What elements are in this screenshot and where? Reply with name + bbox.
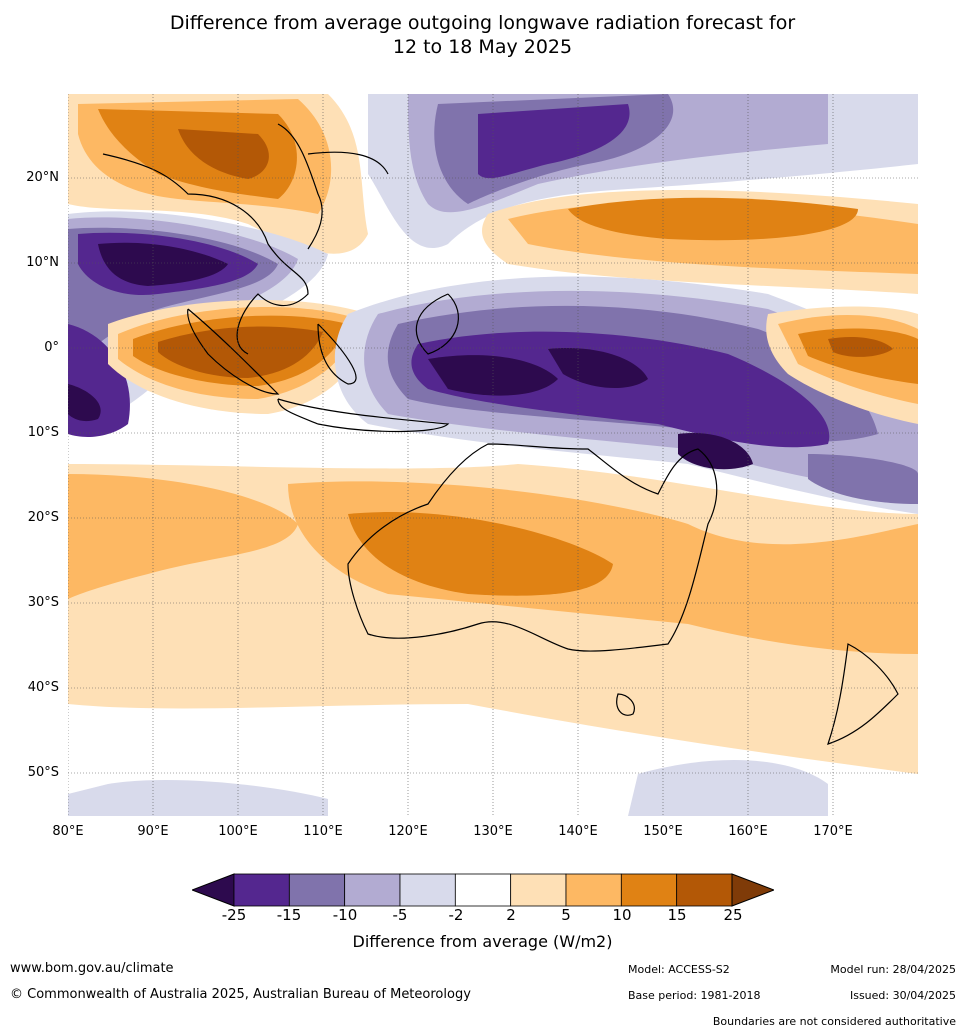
footer-base-period: Base period: 1981-2018 bbox=[628, 989, 761, 1002]
title-line-1: Difference from average outgoing longwav… bbox=[169, 12, 796, 34]
colorbar-tick: -15 bbox=[276, 906, 302, 924]
title-line-2: 12 to 18 May 2025 bbox=[392, 36, 573, 58]
footer-model: Model: ACCESS-S2 bbox=[628, 963, 730, 976]
footer-url: www.bom.gov.au/climate bbox=[10, 961, 174, 976]
lat-label-0: 0° bbox=[44, 340, 59, 355]
colorbar-title: Difference from average (W/m2) bbox=[352, 932, 613, 951]
lat-label-30s: 30°S bbox=[27, 595, 59, 610]
colorbar-bin bbox=[288, 873, 346, 907]
lon-label-160e: 160°E bbox=[728, 824, 768, 839]
lon-label-110e: 110°E bbox=[303, 824, 343, 839]
colorbar-extend-low bbox=[190, 873, 235, 907]
colorbar-bin bbox=[510, 873, 567, 907]
colorbar-tick: 5 bbox=[561, 906, 571, 924]
lon-label-100e: 100°E bbox=[218, 824, 258, 839]
lat-label-10s: 10°S bbox=[27, 425, 59, 440]
lon-label-90e: 90°E bbox=[137, 824, 169, 839]
footer-model-run: Model run: 28/04/2025 bbox=[830, 963, 956, 976]
lon-label-140e: 140°E bbox=[558, 824, 598, 839]
colorbar bbox=[190, 873, 776, 907]
lon-label-120e: 120°E bbox=[388, 824, 428, 839]
lat-label-10n: 10°N bbox=[26, 255, 59, 270]
lon-label-170e: 170°E bbox=[813, 824, 853, 839]
graticule bbox=[68, 94, 918, 816]
footer-issued: Issued: 30/04/2025 bbox=[849, 989, 956, 1002]
colorbar-bin bbox=[454, 873, 512, 907]
colorbar-tick: 2 bbox=[506, 906, 516, 924]
colorbar-bin bbox=[565, 873, 622, 907]
colorbar-tick: -25 bbox=[221, 906, 247, 924]
lon-label-80e: 80°E bbox=[52, 824, 84, 839]
olr-anomaly-map bbox=[68, 94, 918, 816]
colorbar-tick: 10 bbox=[612, 906, 632, 924]
lat-label-20s: 20°S bbox=[27, 510, 59, 525]
lat-label-20n: 20°N bbox=[26, 170, 59, 185]
colorbar-bin bbox=[676, 873, 733, 907]
colorbar-tick: -5 bbox=[392, 906, 408, 924]
lat-label-40s: 40°S bbox=[27, 680, 59, 695]
chart-title: Difference from average outgoing longwav… bbox=[0, 11, 965, 59]
colorbar-bin bbox=[399, 873, 456, 907]
coastlines bbox=[102, 123, 899, 745]
colorbar-tick: -10 bbox=[332, 906, 358, 924]
lon-label-150e: 150°E bbox=[643, 824, 683, 839]
anomaly-field bbox=[68, 94, 918, 816]
colorbar-tick: 25 bbox=[723, 906, 743, 924]
lon-label-130e: 130°E bbox=[473, 824, 513, 839]
colorbar-tick: -2 bbox=[448, 906, 464, 924]
colorbar-bin bbox=[233, 873, 290, 907]
footer-disclaimer: Boundaries are not considered authoritat… bbox=[712, 1015, 956, 1028]
colorbar-extend-high bbox=[731, 873, 776, 907]
colorbar-bin bbox=[344, 873, 401, 907]
colorbar-bin bbox=[620, 873, 678, 907]
colorbar-tick: 15 bbox=[667, 906, 687, 924]
lat-label-50s: 50°S bbox=[27, 765, 59, 780]
footer-copyright: © Commonwealth of Australia 2025, Austra… bbox=[10, 987, 471, 1002]
